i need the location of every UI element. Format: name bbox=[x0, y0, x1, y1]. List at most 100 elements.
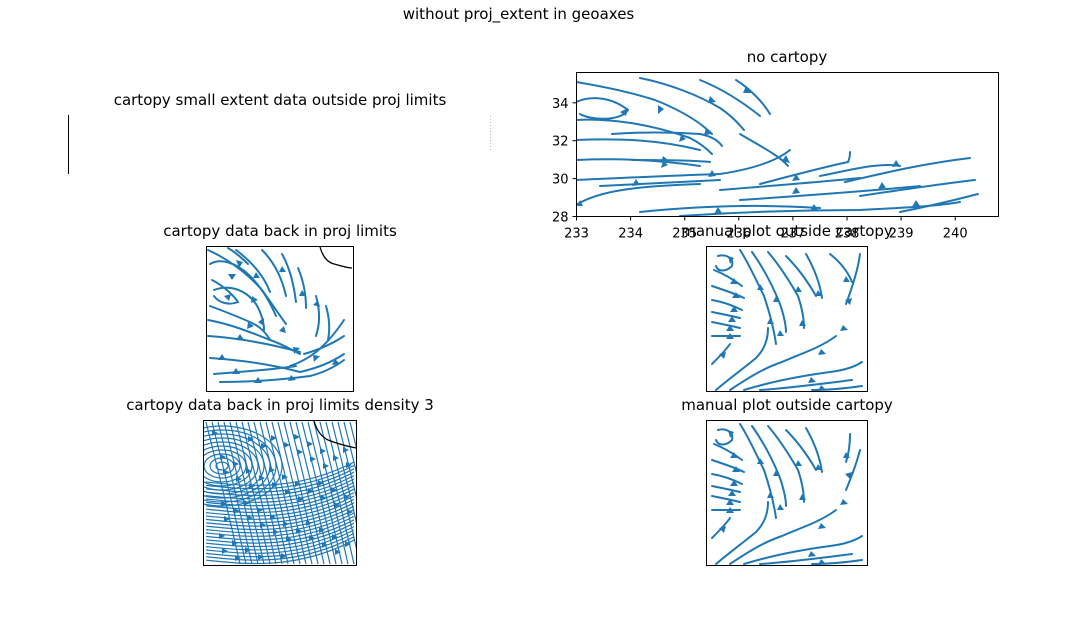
p5-arrow bbox=[318, 480, 324, 486]
p2-axes-frame bbox=[576, 72, 999, 217]
p5-streamline bbox=[205, 478, 355, 503]
p2-x-tick-label: 240 bbox=[943, 227, 968, 242]
p5-arrow bbox=[273, 529, 279, 535]
panel-p3 bbox=[206, 246, 354, 392]
p5-arrow bbox=[235, 555, 241, 561]
p5-arrow bbox=[347, 509, 353, 515]
p2-x-tick-label: 237 bbox=[780, 227, 805, 242]
p2-x-tick-label: 236 bbox=[726, 227, 751, 242]
p5-arrow bbox=[285, 489, 291, 495]
p5-streamline bbox=[215, 461, 229, 471]
p5-arrow bbox=[244, 500, 250, 506]
p5-coastline bbox=[313, 420, 357, 449]
p5-arrow bbox=[232, 540, 238, 546]
p5-arrow bbox=[286, 536, 292, 542]
p5-streamline bbox=[205, 529, 355, 554]
p5-arrow bbox=[212, 430, 218, 436]
p5-arrow bbox=[258, 554, 264, 560]
p5-arrow bbox=[249, 483, 255, 489]
p5-arrow bbox=[306, 520, 312, 526]
p2-y-tick-label: 28 bbox=[552, 211, 569, 226]
p5-streamline bbox=[331, 421, 356, 524]
panel-p2: 233 234 235 236 237 238 239 240 28 30 32 34 bbox=[552, 72, 999, 242]
p5-streamline bbox=[205, 536, 355, 561]
p5-arrow bbox=[219, 533, 225, 539]
p5-arrow bbox=[283, 521, 289, 527]
p2-x-ticks: 233 234 235 236 237 238 239 240 bbox=[564, 216, 968, 242]
p5-arrow bbox=[319, 527, 325, 533]
p5-arrow bbox=[236, 476, 242, 482]
p3-streamlines bbox=[207, 247, 345, 383]
p5-arrow bbox=[224, 516, 230, 522]
p5-arrow bbox=[343, 447, 349, 453]
p5-streamline bbox=[205, 539, 355, 565]
p5-arrow bbox=[261, 443, 267, 449]
p5-streamline bbox=[204, 445, 253, 487]
p5-arrow bbox=[247, 515, 253, 521]
p5-arrow bbox=[334, 502, 340, 508]
p5-arrow bbox=[310, 456, 316, 462]
p2-streamlines bbox=[576, 77, 979, 216]
p5-arrow bbox=[298, 496, 304, 502]
p5-streamline bbox=[277, 421, 313, 565]
p5-arrow bbox=[294, 434, 300, 440]
p5-arrow bbox=[344, 494, 350, 500]
p5-streamline bbox=[205, 475, 355, 500]
p2-x-tick-label: 235 bbox=[672, 227, 697, 242]
p5-arrow bbox=[281, 553, 287, 559]
p4-axes-frame bbox=[706, 246, 868, 392]
p5-streamline bbox=[205, 488, 355, 514]
p5-arrow bbox=[345, 541, 351, 547]
p5-streamline bbox=[205, 522, 355, 548]
p4-streamlines bbox=[711, 249, 863, 391]
p5-streamline bbox=[205, 502, 355, 527]
panel-title-p1: cartopy small extent data outside proj l… bbox=[113, 91, 447, 109]
p5-streamline bbox=[204, 453, 241, 479]
p5-streamline bbox=[211, 421, 247, 565]
panel-title-p5: cartopy data back in proj limits density… bbox=[126, 396, 434, 414]
p5-arrow bbox=[221, 501, 227, 507]
p5-arrow bbox=[321, 495, 327, 501]
p2-x-tick-label: 233 bbox=[564, 227, 589, 242]
p5-streamline bbox=[205, 519, 355, 544]
p2-arrows bbox=[577, 86, 920, 214]
p5-streamline bbox=[337, 421, 356, 498]
panel-title-p2: no cartopy bbox=[746, 48, 828, 66]
p5-streamline bbox=[271, 421, 307, 565]
p5-arrow bbox=[323, 463, 329, 469]
p5-streamline bbox=[204, 441, 259, 491]
p4-arrows bbox=[719, 256, 852, 391]
p5-arrow bbox=[271, 435, 277, 441]
p5-arrow bbox=[297, 449, 303, 455]
p5-arrow bbox=[259, 475, 265, 481]
p5-arrow bbox=[220, 454, 226, 460]
p5-streamline bbox=[205, 532, 355, 558]
p5-streamline bbox=[205, 468, 355, 493]
p2-x-tick-label: 239 bbox=[889, 227, 914, 242]
panel-p5 bbox=[203, 420, 357, 566]
p5-arrow bbox=[233, 461, 239, 467]
p2-y-tick-label: 32 bbox=[552, 135, 569, 150]
p2-y-ticks: 28 30 32 34 bbox=[552, 97, 577, 226]
p5-axes-frame bbox=[203, 420, 357, 566]
p5-streamline bbox=[289, 421, 325, 565]
p5-streamline bbox=[205, 464, 355, 490]
p5-streamline bbox=[205, 498, 355, 524]
p5-arrow bbox=[296, 528, 302, 534]
figure-suptitle: without proj_extent in geoaxes bbox=[402, 5, 635, 23]
p5-arrow bbox=[332, 534, 338, 540]
p5-arrow bbox=[245, 547, 251, 553]
p5-streamline bbox=[205, 492, 355, 517]
p5-streamline bbox=[205, 505, 355, 531]
p5-arrow bbox=[234, 508, 240, 514]
p5-streamlines bbox=[204, 421, 356, 565]
p5-arrow bbox=[309, 535, 315, 541]
p3-coastline bbox=[319, 246, 353, 269]
panel-p1 bbox=[68, 115, 491, 174]
p5-streamline bbox=[205, 485, 355, 510]
p5-streamline bbox=[349, 421, 356, 449]
p5-streamline bbox=[355, 422, 356, 425]
p5-arrow bbox=[260, 522, 266, 528]
p5-arrow bbox=[269, 467, 275, 473]
p5-streamline bbox=[204, 433, 271, 499]
